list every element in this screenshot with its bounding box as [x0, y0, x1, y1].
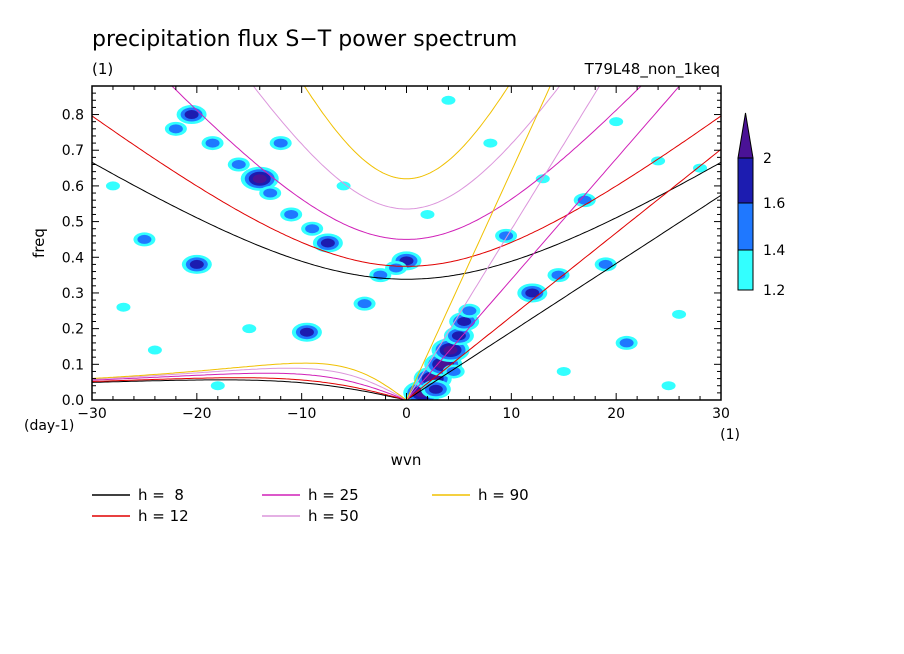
- y-tick-label: 0.3: [62, 286, 84, 302]
- rossby-wave-curve: [92, 362, 407, 400]
- contour-blob: [105, 181, 120, 191]
- contour-blob: [609, 117, 624, 127]
- contour-blob: [273, 138, 288, 148]
- contour-blob: [147, 345, 162, 355]
- contour-blob: [462, 306, 477, 316]
- contour-blob: [451, 331, 466, 341]
- x-axis-label: wvn: [391, 451, 422, 469]
- y-tick-label: 0.8: [62, 108, 84, 124]
- x-tick-label: 20: [607, 406, 625, 422]
- kelvin-wave-curve: [406, 148, 721, 400]
- inertia-gravity-curve: [252, 86, 561, 210]
- colorbar-label: 1.4: [763, 243, 785, 259]
- x-tick-label: 30: [712, 406, 730, 422]
- contour-blob: [483, 138, 498, 148]
- y-tick-label: 0.2: [62, 322, 84, 338]
- rossby-wave-curve: [92, 379, 407, 400]
- kelvin-wave-curve: [406, 194, 721, 400]
- contour-blob: [252, 174, 267, 184]
- contour-blob: [619, 338, 634, 348]
- y-unit-label: (day-1): [24, 418, 74, 434]
- plot-area: [92, 86, 721, 400]
- contour-blob: [651, 156, 666, 166]
- contour-blob: [284, 209, 299, 219]
- y-tick-label: 0.6: [62, 179, 84, 195]
- x-tick-label: −20: [182, 406, 212, 422]
- contour-blob: [242, 324, 257, 334]
- contour-blob: [263, 188, 278, 198]
- subtitle-right: T79L48_non_1keq: [584, 60, 720, 79]
- contour-fill-layer: [105, 95, 708, 400]
- kelvin-wave-curve: [406, 86, 551, 400]
- x-tick-label: 0: [402, 406, 411, 422]
- contour-blob: [305, 224, 320, 234]
- legend-label: h = 8: [138, 486, 184, 504]
- x-tick-label: −30: [77, 406, 107, 422]
- contour-blob: [320, 238, 335, 248]
- inertia-gravity-curve: [303, 86, 510, 180]
- y-tick-label: 0.0: [62, 393, 84, 409]
- contour-blob: [661, 381, 676, 391]
- contour-blob: [389, 263, 404, 273]
- inertia-gravity-curve: [92, 161, 721, 280]
- inertia-gravity-curve: [171, 86, 642, 240]
- rossby-wave-curve: [92, 377, 407, 400]
- subtitle-left: (1): [92, 60, 113, 78]
- contour-blob: [336, 181, 351, 191]
- contour-blob: [184, 110, 199, 120]
- colorbar: 1.2 1.4 1.6 2: [737, 112, 785, 299]
- contour-blob: [357, 299, 372, 309]
- contour-blob: [672, 309, 687, 319]
- contour-blob: [525, 288, 540, 298]
- x-unit-label: (1): [720, 427, 740, 443]
- y-tick-label: 0.4: [62, 250, 84, 266]
- contour-blob: [189, 259, 204, 269]
- contour-blob: [210, 381, 225, 391]
- colorbar-segment: [737, 157, 754, 204]
- contour-blob: [598, 259, 613, 269]
- contour-blob: [551, 270, 566, 280]
- contour-blob: [420, 209, 435, 219]
- contour-blob: [441, 95, 456, 105]
- legend-label: h = 90: [478, 486, 529, 504]
- x-axis: −30 −20 −10 0 10 20 30: [77, 86, 730, 422]
- colorbar-segment: [737, 202, 754, 251]
- y-tick-label: 0.1: [62, 357, 84, 373]
- chart-title: precipitation flux S−T power spectrum: [92, 27, 517, 52]
- contour-blob: [205, 138, 220, 148]
- rossby-wave-curve: [92, 372, 407, 400]
- colorbar-label: 1.2: [763, 283, 785, 299]
- y-tick-label: 0.5: [62, 215, 84, 231]
- dispersion-curve-layer: [92, 86, 721, 400]
- contour-blob: [231, 160, 246, 169]
- rossby-wave-curve: [92, 367, 407, 400]
- colorbar-label: 1.6: [763, 196, 785, 212]
- kelvin-wave-curve: [406, 86, 601, 400]
- x-tick-label: 10: [502, 406, 520, 422]
- legend-label: h = 50: [308, 507, 359, 525]
- contour-blob: [446, 366, 461, 376]
- inertia-gravity-curve: [92, 115, 721, 267]
- legend-label: h = 12: [138, 507, 189, 525]
- contour-blob: [168, 124, 183, 134]
- y-axis: 0.0 0.1 0.2 0.3 0.4 0.5 0.6 0.7 0.8: [62, 92, 721, 409]
- contour-blob: [693, 163, 708, 173]
- x-tick-label: −10: [287, 406, 317, 422]
- y-axis-label: freq: [30, 228, 48, 258]
- contour-blob: [137, 234, 152, 244]
- contour-blob: [556, 366, 571, 376]
- legend-label: h = 25: [308, 486, 359, 504]
- kelvin-wave-curve: [406, 86, 681, 400]
- contour-blob: [299, 327, 314, 337]
- y-tick-label: 0.7: [62, 143, 84, 159]
- contour-blob: [499, 231, 514, 241]
- colorbar-segment: [737, 249, 754, 291]
- legend: h = 8 h = 12 h = 25 h = 50 h = 90: [92, 486, 529, 525]
- contour-blob: [457, 317, 472, 326]
- colorbar-extend-arrow: [737, 112, 754, 159]
- contour-blob: [428, 384, 443, 394]
- contour-blob: [116, 302, 131, 312]
- colorbar-label: 2: [763, 151, 772, 167]
